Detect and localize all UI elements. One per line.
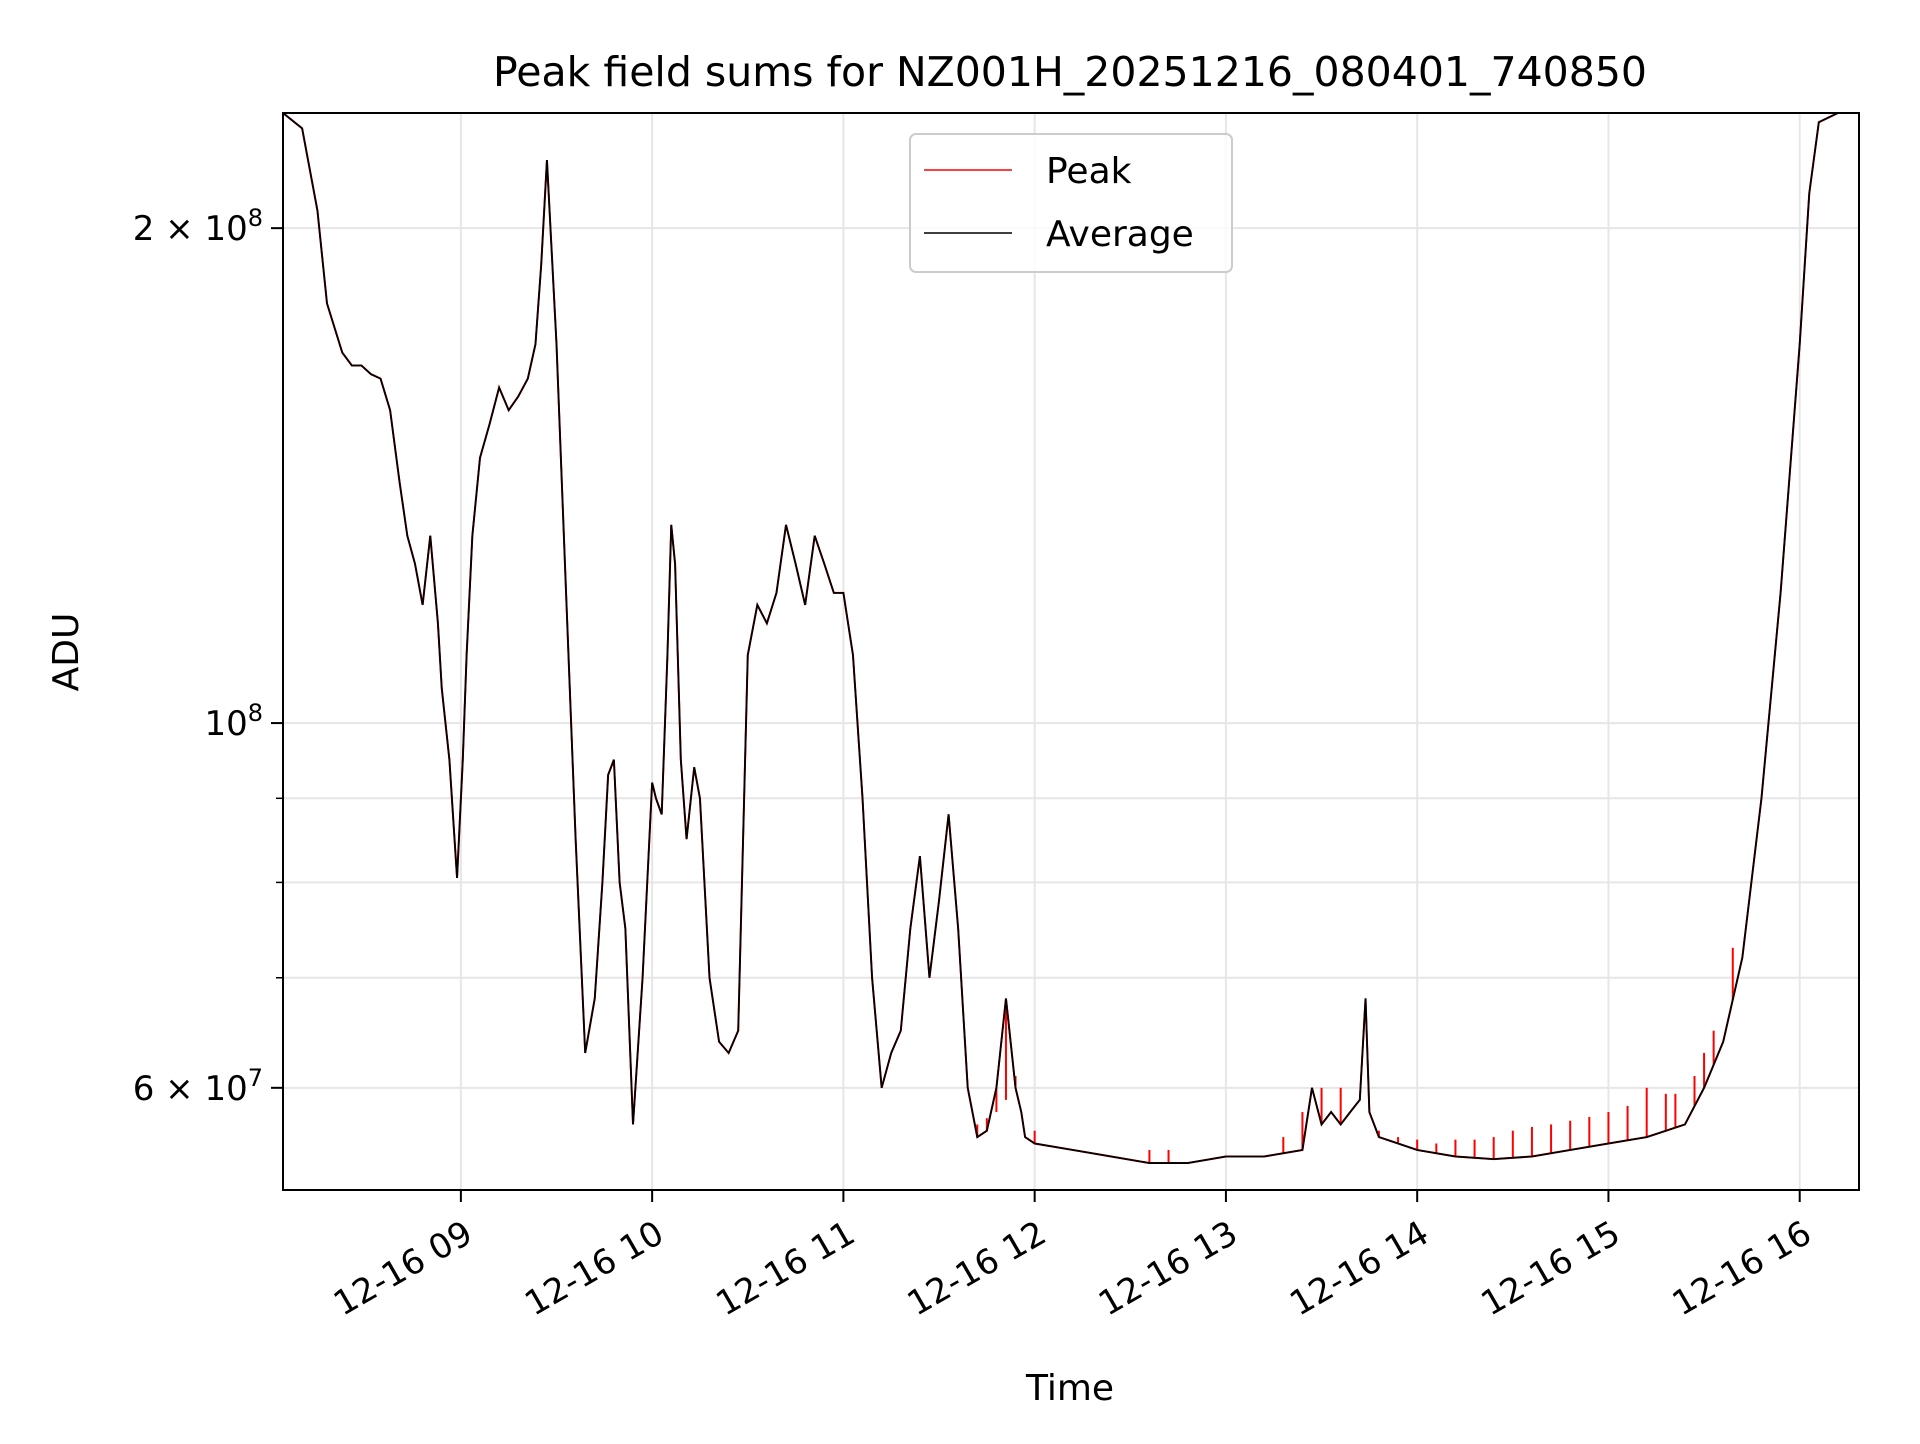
x-tick-label: 12-16 09	[327, 1213, 479, 1324]
y-axis-label: ADU	[46, 613, 87, 692]
x-tick-label: 12-16 16	[1666, 1213, 1818, 1324]
y-tick-label-exponent: 7	[248, 1064, 263, 1092]
x-tick-label: 12-16 10	[518, 1213, 670, 1324]
y-tick-label: 2 × 108	[133, 204, 263, 249]
legend-label-average: Average	[1046, 214, 1194, 255]
y-tick-label-exponent: 8	[248, 699, 263, 727]
series-layer	[282, 112, 1859, 1165]
x-axis-label: Time	[1025, 1368, 1114, 1409]
y-tick-label-base: 10	[204, 704, 247, 744]
chart-title: Peak field sums for NZ001H_20251216_0804…	[493, 48, 1647, 96]
legend-box	[909, 133, 1233, 273]
y-tick-label-base: 2 × 10	[133, 209, 248, 249]
grid-layer	[283, 113, 1859, 1190]
y-tick-label: 108	[204, 699, 263, 744]
x-tick-label: 12-16 12	[901, 1213, 1053, 1324]
y-tick-label-exponent: 8	[248, 204, 263, 232]
x-tick-label: 12-16 13	[1092, 1213, 1244, 1324]
plot-frame	[282, 112, 1860, 1191]
x-tick-label: 12-16 11	[710, 1213, 862, 1324]
x-tick-label: 12-16 15	[1475, 1213, 1627, 1324]
legend: Peak Average	[909, 133, 1233, 273]
x-tick-label: 12-16 14	[1283, 1213, 1435, 1324]
x-tick-layer: 12-16 09 12-16 10 12-16 11 12-16 12 12-16 13…	[327, 1190, 1818, 1324]
series-line-average	[282, 112, 1859, 1164]
y-tick-label: 6 × 107	[133, 1064, 263, 1109]
legend-label-peak: Peak	[1046, 151, 1132, 192]
y-tick-label-base: 6 × 10	[133, 1069, 248, 1109]
